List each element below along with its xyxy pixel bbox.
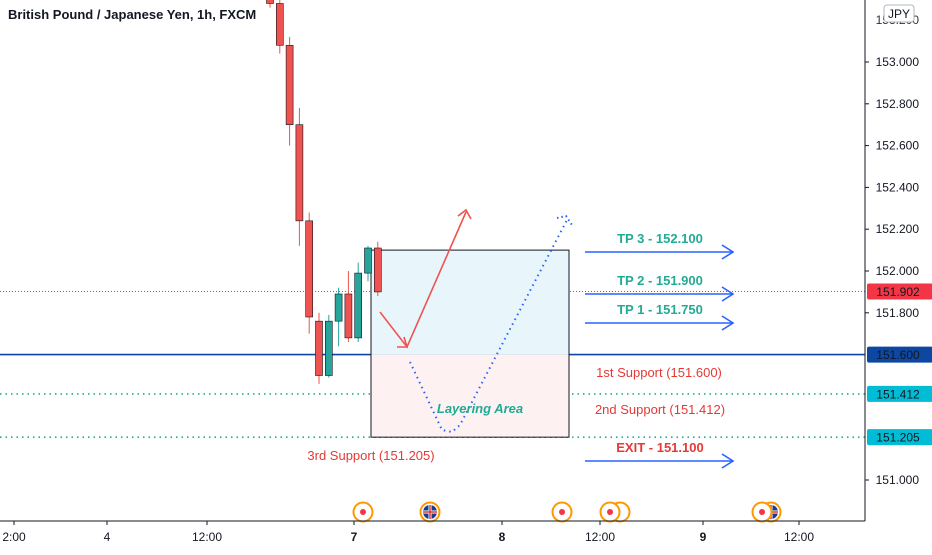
target-arrowhead: [721, 315, 735, 331]
candle-body: [315, 320, 323, 376]
candle: [285, 36, 294, 146]
time-tick-label: 2:00: [2, 530, 26, 544]
candle: [275, 0, 284, 54]
drawings: [379, 208, 573, 434]
price-label[interactable]: 151.600: [867, 346, 932, 363]
time-tick-label: 12:00: [192, 530, 222, 544]
time-tick-label: 9: [700, 530, 707, 544]
support-label-3: 3rd Support (151.205): [307, 448, 434, 463]
candle-body: [334, 293, 343, 322]
box-lower-zone: [371, 354, 569, 438]
price-tick-label: 151.800: [876, 306, 920, 320]
price-label-text: 151.205: [876, 431, 920, 445]
price-tick-label: 152.600: [876, 139, 920, 153]
event-dot: [759, 509, 765, 515]
candle-body: [275, 3, 284, 46]
price-label-text: 151.600: [876, 348, 920, 362]
calendar-event-icon[interactable]: [419, 501, 441, 523]
candle-body: [364, 247, 372, 274]
price-label-bg: [867, 346, 932, 363]
candle-body: [295, 124, 304, 222]
exit-label: EXIT - 151.100: [616, 440, 703, 455]
price-label[interactable]: 151.902: [867, 283, 932, 300]
candle-body: [285, 44, 294, 125]
price-label[interactable]: 151.412: [867, 385, 932, 402]
candle-body: [354, 272, 363, 339]
candle: [295, 107, 304, 246]
red-arrowhead-top: [457, 208, 472, 220]
event-dot: [607, 509, 613, 515]
currency-badge-label: JPY: [888, 7, 910, 21]
candle: [373, 241, 382, 297]
target-label: TP 1 - 151.750: [617, 302, 703, 317]
candle: [334, 287, 343, 347]
price-label[interactable]: 151.205: [867, 429, 932, 446]
blue-dotted-arrowhead: [556, 214, 573, 226]
candle: [354, 262, 363, 343]
layering-area-label: Layering Area: [437, 401, 523, 416]
calendar-event-icon[interactable]: [599, 501, 631, 523]
candle-body: [373, 247, 382, 293]
time-tick-label: 12:00: [585, 530, 615, 544]
price-tick-label: 152.200: [876, 222, 920, 236]
price-axis[interactable]: 153.000 152.800 152.600 152.400 152.200 152.0…: [864, 0, 932, 521]
price-tick-label: 152.800: [876, 97, 920, 111]
candle: [315, 312, 323, 384]
event-markers[interactable]: [352, 501, 782, 523]
target-label: TP 2 - 151.900: [617, 273, 703, 288]
time-tick-label: 12:00: [784, 530, 814, 544]
exit-arrowhead: [721, 453, 735, 469]
support-label-2: 2nd Support (151.412): [595, 402, 725, 417]
time-tick-label: 7: [351, 530, 358, 544]
candle: [344, 271, 353, 343]
candle: [324, 314, 333, 378]
currency-badge[interactable]: JPY: [883, 4, 915, 23]
candle: [266, 0, 274, 8]
candle: [305, 212, 314, 334]
price-tick-label: 151.000: [876, 473, 920, 487]
candle-body: [266, 0, 274, 4]
event-dot: [360, 509, 366, 515]
candle-body: [324, 320, 333, 376]
time-tick-label: 8: [499, 530, 506, 544]
event-dot: [559, 509, 565, 515]
price-tick-label: 152.400: [876, 180, 920, 194]
candle: [364, 245, 372, 282]
candle-body: [344, 293, 353, 339]
chart-title: British Pound / Japanese Yen, 1h, FXCM: [8, 7, 256, 22]
price-label-text: 151.902: [876, 285, 920, 299]
target-arrowhead: [721, 286, 735, 302]
red-arrowhead-mid: [397, 336, 409, 348]
support-label-1: 1st Support (151.600): [596, 365, 722, 380]
calendar-event-icon[interactable]: [551, 501, 573, 523]
calendar-event-icon[interactable]: [352, 501, 374, 523]
price-label-text: 151.412: [876, 387, 920, 401]
price-label-bg: [867, 283, 932, 300]
blue-dotted-path: [409, 217, 569, 434]
candle-body: [305, 220, 314, 318]
time-tick-label: 4: [104, 530, 111, 544]
target-label: TP 3 - 152.100: [617, 231, 703, 246]
candles: [266, 0, 382, 384]
target-arrowhead: [721, 244, 735, 260]
price-label-bg: [867, 429, 932, 446]
box-border: [370, 249, 570, 438]
price-tick-label: 153.000: [876, 55, 920, 69]
price-tick-label: 152.000: [876, 264, 920, 278]
annotations: TP 3 - 152.100 TP 2 - 151.900 TP 1 - 151.7…: [307, 231, 735, 469]
time-axis[interactable]: 2:00 4 12:00 7 8 12:00 9 12:00: [0, 520, 865, 544]
calendar-event-icon[interactable]: [751, 501, 782, 523]
price-label-bg: [867, 385, 932, 402]
